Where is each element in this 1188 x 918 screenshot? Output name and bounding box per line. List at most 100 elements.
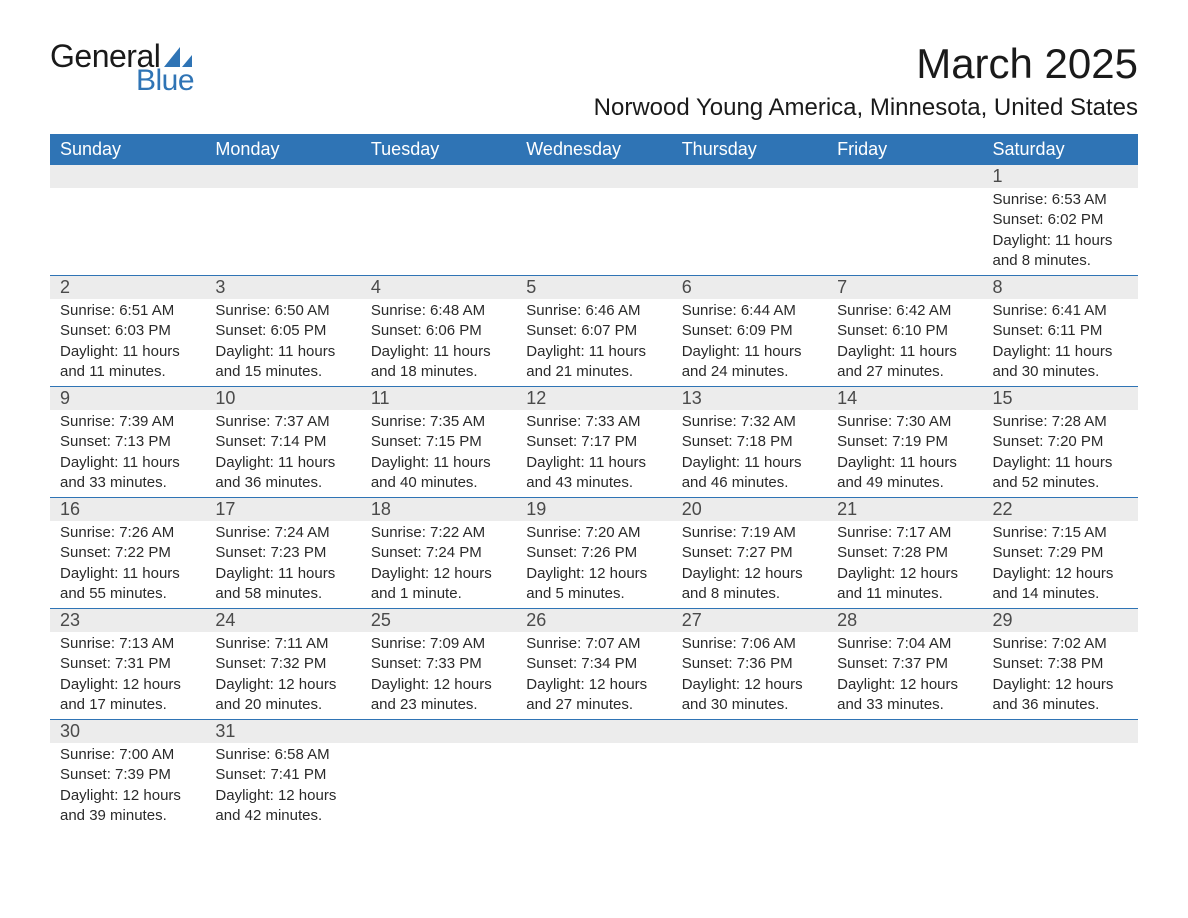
sunrise-text: Sunrise: 7:02 AM	[993, 634, 1128, 654]
day-body: Sunrise: 6:41 AMSunset: 6:11 PMDaylight:…	[983, 299, 1138, 386]
daylight-text: Daylight: 12 hours and 42 minutes.	[215, 786, 350, 827]
day-body: Sunrise: 7:30 AMSunset: 7:19 PMDaylight:…	[827, 410, 982, 497]
daylight-text: Daylight: 12 hours and 1 minute.	[371, 564, 506, 605]
day-body: Sunrise: 7:04 AMSunset: 7:37 PMDaylight:…	[827, 632, 982, 719]
daylight-text: Daylight: 12 hours and 39 minutes.	[60, 786, 195, 827]
sunrise-text: Sunrise: 7:37 AM	[215, 412, 350, 432]
calendar-cell: 8Sunrise: 6:41 AMSunset: 6:11 PMDaylight…	[983, 276, 1138, 387]
sunset-text: Sunset: 7:38 PM	[993, 654, 1128, 674]
calendar-cell	[50, 165, 205, 276]
day-body: Sunrise: 6:53 AMSunset: 6:02 PMDaylight:…	[983, 188, 1138, 275]
day-number: 27	[672, 609, 827, 632]
day-body: Sunrise: 7:00 AMSunset: 7:39 PMDaylight:…	[50, 743, 205, 830]
sunset-text: Sunset: 7:28 PM	[837, 543, 972, 563]
calendar-cell	[516, 720, 671, 831]
calendar-cell	[672, 165, 827, 276]
day-number: 10	[205, 387, 360, 410]
day-number: 8	[983, 276, 1138, 299]
day-body: Sunrise: 6:44 AMSunset: 6:09 PMDaylight:…	[672, 299, 827, 386]
day-body: Sunrise: 6:51 AMSunset: 6:03 PMDaylight:…	[50, 299, 205, 386]
daylight-text: Daylight: 12 hours and 36 minutes.	[993, 675, 1128, 716]
sunrise-text: Sunrise: 7:06 AM	[682, 634, 817, 654]
sunrise-text: Sunrise: 6:46 AM	[526, 301, 661, 321]
sunrise-text: Sunrise: 7:07 AM	[526, 634, 661, 654]
day-body: Sunrise: 7:06 AMSunset: 7:36 PMDaylight:…	[672, 632, 827, 719]
day-number: 29	[983, 609, 1138, 632]
day-number	[50, 165, 205, 188]
day-number	[672, 165, 827, 188]
day-body	[516, 188, 671, 268]
sunrise-text: Sunrise: 6:58 AM	[215, 745, 350, 765]
day-number: 11	[361, 387, 516, 410]
daylight-text: Daylight: 12 hours and 20 minutes.	[215, 675, 350, 716]
daylight-text: Daylight: 11 hours and 30 minutes.	[993, 342, 1128, 383]
day-number: 28	[827, 609, 982, 632]
day-number: 31	[205, 720, 360, 743]
daylight-text: Daylight: 11 hours and 33 minutes.	[60, 453, 195, 494]
weekday-header-row: Sunday Monday Tuesday Wednesday Thursday…	[50, 134, 1138, 165]
sunrise-text: Sunrise: 6:53 AM	[993, 190, 1128, 210]
sunset-text: Sunset: 7:36 PM	[682, 654, 817, 674]
calendar-cell: 30Sunrise: 7:00 AMSunset: 7:39 PMDayligh…	[50, 720, 205, 831]
calendar-cell	[516, 165, 671, 276]
daylight-text: Daylight: 12 hours and 17 minutes.	[60, 675, 195, 716]
day-number: 15	[983, 387, 1138, 410]
day-number: 19	[516, 498, 671, 521]
sunrise-text: Sunrise: 7:33 AM	[526, 412, 661, 432]
sunrise-text: Sunrise: 7:30 AM	[837, 412, 972, 432]
sunset-text: Sunset: 7:41 PM	[215, 765, 350, 785]
day-body: Sunrise: 7:19 AMSunset: 7:27 PMDaylight:…	[672, 521, 827, 608]
day-body: Sunrise: 7:11 AMSunset: 7:32 PMDaylight:…	[205, 632, 360, 719]
day-body: Sunrise: 7:22 AMSunset: 7:24 PMDaylight:…	[361, 521, 516, 608]
calendar-cell: 1Sunrise: 6:53 AMSunset: 6:02 PMDaylight…	[983, 165, 1138, 276]
calendar-cell: 28Sunrise: 7:04 AMSunset: 7:37 PMDayligh…	[827, 609, 982, 720]
col-sunday: Sunday	[50, 134, 205, 165]
day-number	[205, 165, 360, 188]
daylight-text: Daylight: 11 hours and 8 minutes.	[993, 231, 1128, 272]
calendar-cell: 11Sunrise: 7:35 AMSunset: 7:15 PMDayligh…	[361, 387, 516, 498]
calendar-cell: 20Sunrise: 7:19 AMSunset: 7:27 PMDayligh…	[672, 498, 827, 609]
calendar-cell: 18Sunrise: 7:22 AMSunset: 7:24 PMDayligh…	[361, 498, 516, 609]
sunrise-text: Sunrise: 7:20 AM	[526, 523, 661, 543]
day-number	[983, 720, 1138, 743]
sunset-text: Sunset: 6:02 PM	[993, 210, 1128, 230]
daylight-text: Daylight: 11 hours and 15 minutes.	[215, 342, 350, 383]
col-saturday: Saturday	[983, 134, 1138, 165]
day-number: 16	[50, 498, 205, 521]
daylight-text: Daylight: 11 hours and 27 minutes.	[837, 342, 972, 383]
calendar-cell: 12Sunrise: 7:33 AMSunset: 7:17 PMDayligh…	[516, 387, 671, 498]
calendar-cell: 3Sunrise: 6:50 AMSunset: 6:05 PMDaylight…	[205, 276, 360, 387]
day-body	[361, 743, 516, 823]
daylight-text: Daylight: 11 hours and 18 minutes.	[371, 342, 506, 383]
day-number: 5	[516, 276, 671, 299]
day-body	[361, 188, 516, 268]
daylight-text: Daylight: 11 hours and 40 minutes.	[371, 453, 506, 494]
calendar-cell: 29Sunrise: 7:02 AMSunset: 7:38 PMDayligh…	[983, 609, 1138, 720]
day-number: 12	[516, 387, 671, 410]
sunrise-text: Sunrise: 7:28 AM	[993, 412, 1128, 432]
day-number: 24	[205, 609, 360, 632]
daylight-text: Daylight: 11 hours and 46 minutes.	[682, 453, 817, 494]
sunset-text: Sunset: 7:24 PM	[371, 543, 506, 563]
day-body	[205, 188, 360, 268]
logo-text-2: Blue	[136, 66, 194, 96]
day-number: 9	[50, 387, 205, 410]
day-body: Sunrise: 6:48 AMSunset: 6:06 PMDaylight:…	[361, 299, 516, 386]
day-number: 2	[50, 276, 205, 299]
day-body: Sunrise: 6:58 AMSunset: 7:41 PMDaylight:…	[205, 743, 360, 830]
calendar-cell	[983, 720, 1138, 831]
calendar-cell: 27Sunrise: 7:06 AMSunset: 7:36 PMDayligh…	[672, 609, 827, 720]
calendar-cell: 10Sunrise: 7:37 AMSunset: 7:14 PMDayligh…	[205, 387, 360, 498]
sunset-text: Sunset: 7:14 PM	[215, 432, 350, 452]
col-tuesday: Tuesday	[361, 134, 516, 165]
day-body: Sunrise: 7:32 AMSunset: 7:18 PMDaylight:…	[672, 410, 827, 497]
sunset-text: Sunset: 7:20 PM	[993, 432, 1128, 452]
day-number: 14	[827, 387, 982, 410]
daylight-text: Daylight: 12 hours and 14 minutes.	[993, 564, 1128, 605]
day-number: 7	[827, 276, 982, 299]
sunset-text: Sunset: 6:09 PM	[682, 321, 817, 341]
daylight-text: Daylight: 11 hours and 21 minutes.	[526, 342, 661, 383]
calendar-week-row: 30Sunrise: 7:00 AMSunset: 7:39 PMDayligh…	[50, 720, 1138, 831]
daylight-text: Daylight: 11 hours and 43 minutes.	[526, 453, 661, 494]
sunset-text: Sunset: 7:32 PM	[215, 654, 350, 674]
